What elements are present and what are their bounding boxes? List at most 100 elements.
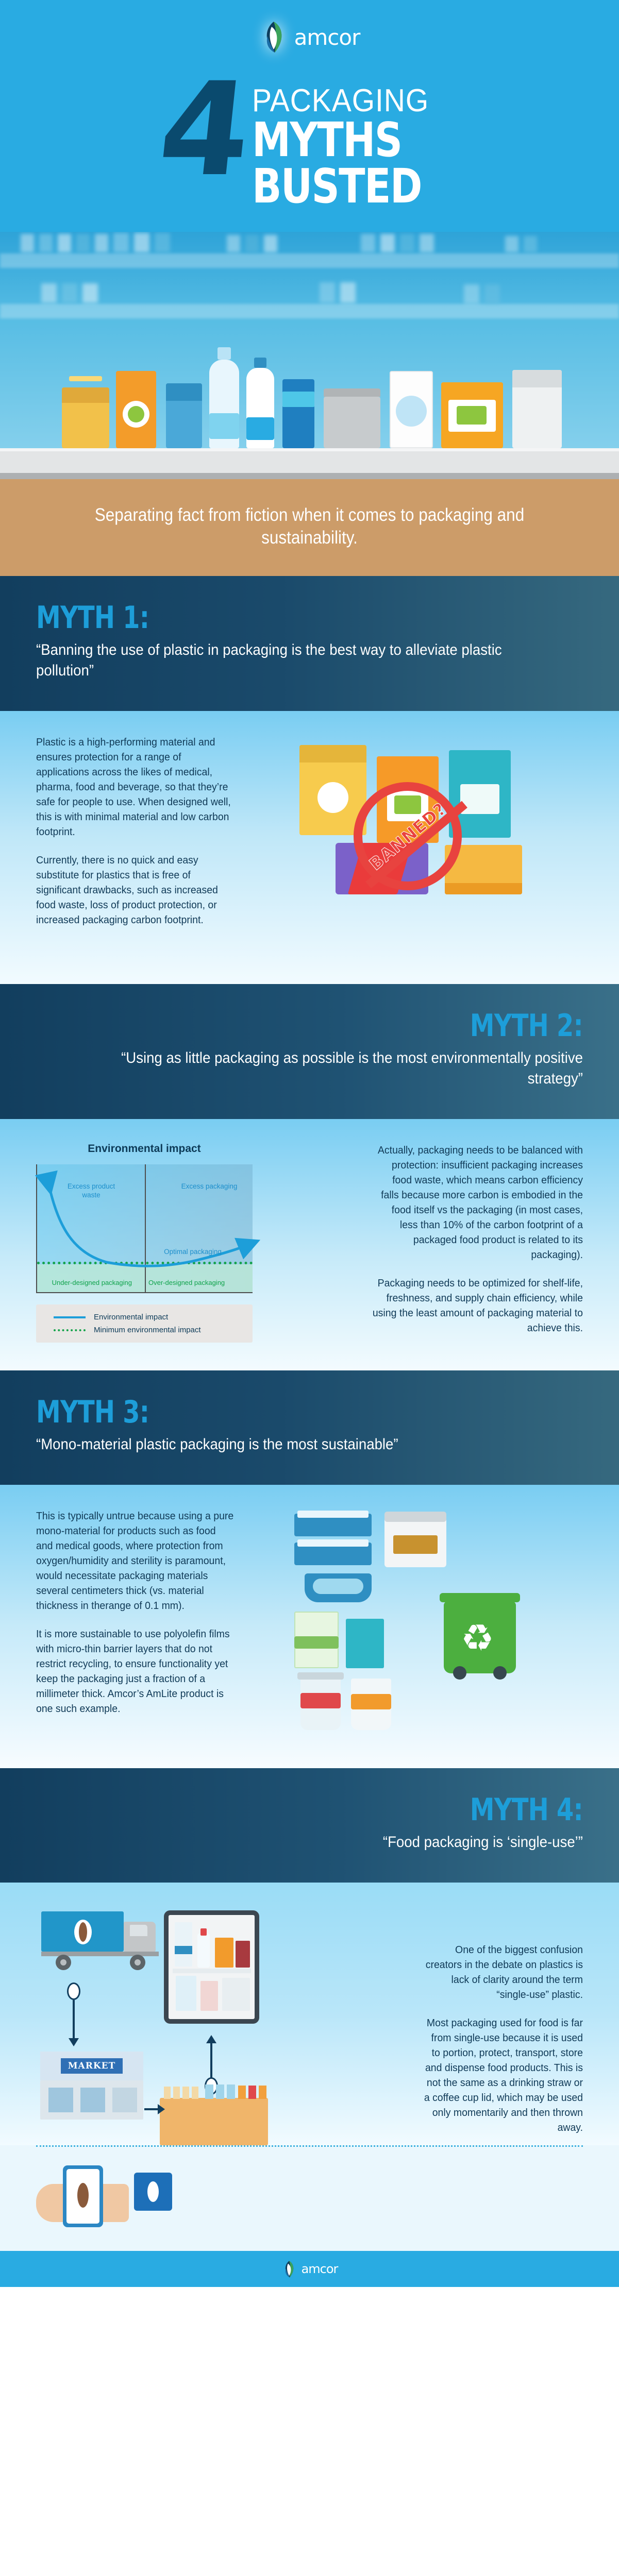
myth-4-quote: “Food packaging is ‘single-use’”	[382, 1834, 583, 1851]
chart-plot-area: Excess product waste Excess packaging Op…	[35, 1164, 261, 1293]
footer-brand-name: amcor	[301, 2262, 339, 2276]
myth-4-footer-illustration	[0, 2145, 619, 2251]
delivery-truck-icon	[41, 1911, 165, 1973]
journey-arrow-head-1	[69, 2038, 79, 2046]
myth-2-quote: “Using as little packaging as possible i…	[121, 1049, 583, 1087]
environmental-impact-chart: Environmental impact Excess product wast…	[35, 1143, 261, 1343]
myth-1-header: MYTH 1: “Banning the use of plastic in p…	[0, 576, 619, 711]
pouch-teal-window	[460, 784, 499, 814]
recycle-symbol-icon: ♻	[461, 1618, 494, 1659]
chart-label-optimal-packaging: Optimal packaging	[164, 1248, 222, 1256]
journey-arrow-1	[73, 2000, 75, 2039]
cup-red-lid	[297, 1672, 344, 1680]
banned-stamp-text: BANNED?	[365, 798, 450, 874]
hero-header: amcor 4 PACKAGING MYTHS BUSTED	[0, 0, 619, 479]
myth-1-paragraph-2: Currently, there is no quick and easy su…	[36, 854, 218, 926]
legend-item-minimum-impact: Minimum environmental impact	[44, 1324, 244, 1336]
recycling-bin-icon: ♻	[440, 1593, 520, 1680]
chart-label-excess-product-waste: Excess product waste	[67, 1182, 115, 1199]
chart-label-under-designed: Under-designed packaging	[52, 1279, 132, 1286]
carton-teal-icon	[346, 1619, 384, 1668]
myth-3-header: MYTH 3: “Mono-material plastic packaging…	[0, 1370, 619, 1485]
journey-arrow-2	[210, 2043, 212, 2078]
myth-2-label: MYTH 2:	[470, 1008, 583, 1044]
store-door	[112, 2088, 137, 2112]
myth-2-header: MYTH 2: “Using as little packaging as po…	[0, 984, 619, 1119]
subtitle-banner: Separating fact from fiction when it com…	[0, 479, 619, 576]
banned-plastic-illustration: BANNED?	[263, 735, 583, 956]
journey-node-1	[67, 1982, 80, 2000]
brand-card-icon	[134, 2173, 172, 2211]
page-footer: amcor	[0, 2251, 619, 2287]
hero-line-myths: MYTHS	[252, 112, 403, 167]
myth-2-paragraph-1: Actually, packaging needs to be balanced…	[377, 1144, 583, 1261]
hero-title: 4 PACKAGING MYTHS BUSTED	[0, 55, 619, 214]
tray-blue-2-lid	[297, 1539, 369, 1547]
myth-3-paragraph-2: It is more sustainable to use polyolefin…	[36, 1628, 230, 1715]
myth-4-copy: One of the biggest confusion creators in…	[422, 1906, 583, 2135]
footer-amcor-leaf-logo-icon	[281, 2260, 297, 2278]
recycling-bin-lid	[440, 1593, 520, 1602]
store-window-1	[48, 2088, 73, 2112]
journey-arrow-head-2	[206, 2035, 216, 2043]
cup-red-band	[300, 1693, 341, 1708]
chart-label-excess-packaging: Excess packaging	[181, 1182, 238, 1190]
pouch-yellow-top	[299, 745, 366, 762]
product-group-illustration	[26, 319, 593, 448]
myth-4-body: MARKET	[0, 1883, 619, 2145]
myth-2-copy: Actually, packaging needs to be balanced…	[373, 1143, 583, 1335]
myth-3-copy: This is typically untrue because using a…	[36, 1509, 235, 1716]
myth-4-label: MYTH 4:	[470, 1792, 583, 1828]
cup-orange-band	[351, 1694, 391, 1709]
bowl-blue-fill	[313, 1579, 363, 1594]
market-label: MARKET	[60, 2058, 123, 2074]
myth-4-paragraph-2: Most packaging used for food is far from…	[424, 2017, 583, 2133]
hero-line-packaging: PACKAGING	[252, 83, 429, 118]
coffee-cup-icon	[63, 2165, 103, 2227]
myth-2-paragraph-2: Packaging needs to be optimized for shel…	[372, 1277, 583, 1334]
legend-solid-line-icon	[54, 1316, 86, 1318]
hero-number: 4	[152, 55, 253, 205]
journey-arrow-3	[144, 2108, 159, 2110]
brand-logo: amcor	[0, 21, 619, 54]
myth-3-label: MYTH 3:	[36, 1394, 149, 1430]
chart-impact-curve	[35, 1170, 261, 1267]
myth-3-body: This is typically untrue because using a…	[0, 1485, 619, 1768]
myth-4-header: MYTH 4: “Food packaging is ‘single-use’”	[0, 1768, 619, 1883]
store-window-2	[80, 2088, 105, 2112]
supply-chain-journey-diagram: MARKET	[36, 1906, 325, 2145]
shelf-counter	[0, 448, 619, 479]
chart-title: Environmental impact	[88, 1143, 201, 1155]
pouch-yellow-dot	[317, 782, 348, 813]
myth-1-body: Plastic is a high-performing material an…	[0, 711, 619, 984]
chart-legend: Environmental impact Minimum environment…	[36, 1304, 253, 1343]
brand-name: amcor	[294, 24, 361, 50]
supermarket-background	[0, 232, 619, 479]
refrigerator-with-food-icon	[164, 1910, 259, 2024]
bin-wheel-right	[493, 1666, 507, 1680]
carton-green-band	[294, 1636, 339, 1649]
coffee-bean-logo-icon	[74, 1920, 92, 1944]
packaging-and-recycling-illustration: ♻	[274, 1509, 583, 1740]
infographic-page: amcor 4 PACKAGING MYTHS BUSTED Separatin…	[0, 0, 619, 2287]
legend-item-environmental-impact: Environmental impact	[44, 1311, 244, 1324]
jar-white-label	[393, 1535, 438, 1554]
dashed-separator	[36, 2145, 583, 2147]
bin-wheel-left	[453, 1666, 466, 1680]
myth-3-quote: “Mono-material plastic packaging is the …	[36, 1436, 398, 1453]
myth-3-paragraph-1: This is typically untrue because using a…	[36, 1510, 234, 1612]
journey-arrow-head-3	[158, 2104, 165, 2114]
myth-1-paragraph-1: Plastic is a high-performing material an…	[36, 736, 231, 838]
subtitle-text: Separating fact from fiction when it com…	[94, 505, 525, 548]
legend-label-2: Minimum environmental impact	[94, 1326, 201, 1334]
store-shelf-icon	[160, 2084, 268, 2145]
hand-and-card-illustration	[36, 2161, 172, 2233]
legend-dotted-line-icon	[54, 1329, 86, 1331]
pouch-gold-base	[445, 883, 522, 894]
legend-label-1: Environmental impact	[94, 1313, 169, 1321]
myth-1-copy: Plastic is a high-performing material an…	[36, 735, 232, 927]
market-sign: MARKET	[40, 2052, 143, 2080]
amcor-leaf-logo-icon	[259, 21, 288, 54]
myth-2-body: Environmental impact Excess product wast…	[0, 1119, 619, 1370]
hero-line-busted: BUSTED	[252, 159, 423, 214]
